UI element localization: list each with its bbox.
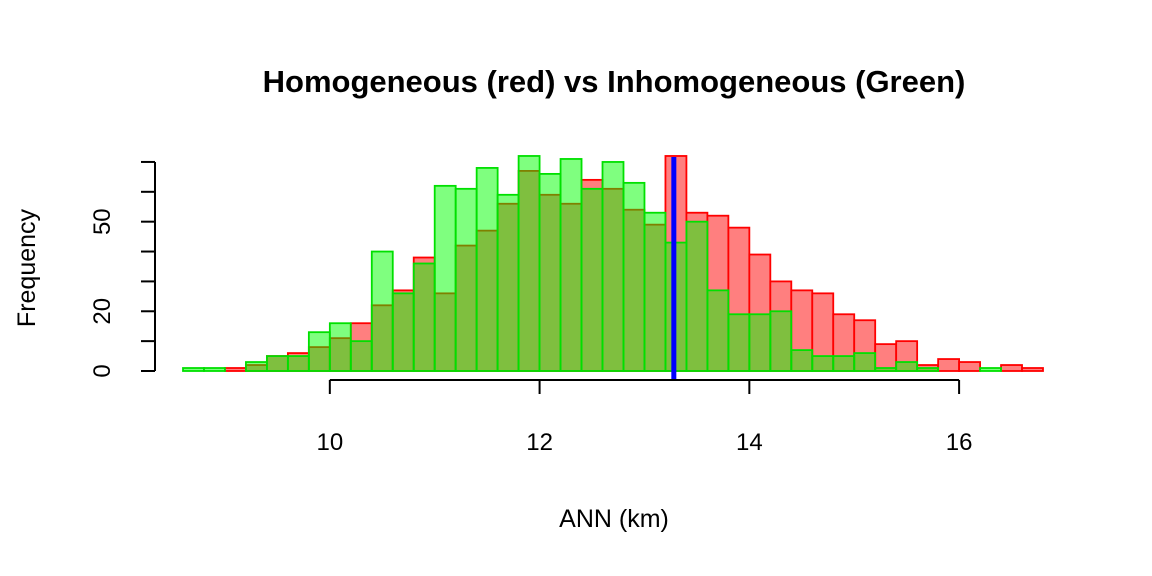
- green-series-bar: [265, 355, 289, 372]
- green-series-bar: [182, 367, 205, 372]
- green-series-bar: [538, 172, 562, 372]
- green-series-bar: [454, 187, 478, 372]
- green-series-bar: [769, 310, 793, 372]
- green-series-bar: [517, 155, 541, 372]
- red-series-bar: [937, 358, 960, 372]
- green-series-bar: [412, 262, 436, 372]
- green-series-bar: [601, 161, 625, 372]
- green-series-bar: [496, 193, 520, 372]
- green-series-bar: [580, 187, 604, 372]
- green-series-bar: [811, 355, 835, 372]
- green-series-bar: [391, 292, 415, 372]
- red-series-bar: [874, 343, 898, 372]
- green-series-bar: [979, 367, 1002, 372]
- green-series-bar: [433, 184, 457, 372]
- green-series-bar: [559, 158, 583, 372]
- green-series-bar: [370, 250, 394, 372]
- x-tick-label: 10: [316, 429, 343, 456]
- green-series-bar: [685, 220, 709, 372]
- green-series-bar: [790, 349, 814, 372]
- red-series-bar: [1021, 367, 1044, 372]
- x-tick-label: 12: [526, 429, 553, 456]
- y-axis-label: Frequency: [13, 208, 41, 327]
- green-series-bar: [475, 167, 499, 372]
- green-series-bar: [245, 361, 268, 372]
- green-series-bar: [916, 367, 940, 372]
- green-series-bar: [748, 313, 772, 372]
- green-series-bar: [706, 289, 730, 372]
- green-series-bar: [895, 361, 919, 372]
- green-series-bar: [307, 331, 331, 372]
- x-axis: 10 12 14 16: [316, 379, 973, 456]
- green-series-bar: [727, 313, 751, 372]
- green-series-bar: [832, 355, 856, 372]
- x-axis-label: ANN (km): [559, 505, 669, 533]
- red-series-bar: [958, 361, 981, 372]
- green-series-bar: [286, 355, 310, 372]
- green-series-bar: [622, 181, 646, 372]
- x-tick-label: 16: [946, 429, 973, 456]
- chart-title: Homogeneous (red) vs Inhomogeneous (Gree…: [263, 64, 966, 99]
- green-series-bar: [853, 352, 877, 372]
- y-axis: 0 20 50: [89, 160, 156, 378]
- green-series-bar: [874, 367, 898, 372]
- green-series-bar: [328, 322, 352, 372]
- y-tick-label: 50: [89, 208, 116, 235]
- red-series-bar: [224, 367, 247, 372]
- green-series-bar: [643, 211, 667, 372]
- green-series-bars: [182, 155, 1002, 372]
- red-series-bar: [1000, 364, 1023, 372]
- green-series-bar: [203, 367, 226, 372]
- green-series-bar: [349, 340, 373, 372]
- y-tick-label: 0: [89, 364, 116, 377]
- y-tick-label: 20: [89, 298, 116, 325]
- x-tick-label: 14: [736, 429, 763, 456]
